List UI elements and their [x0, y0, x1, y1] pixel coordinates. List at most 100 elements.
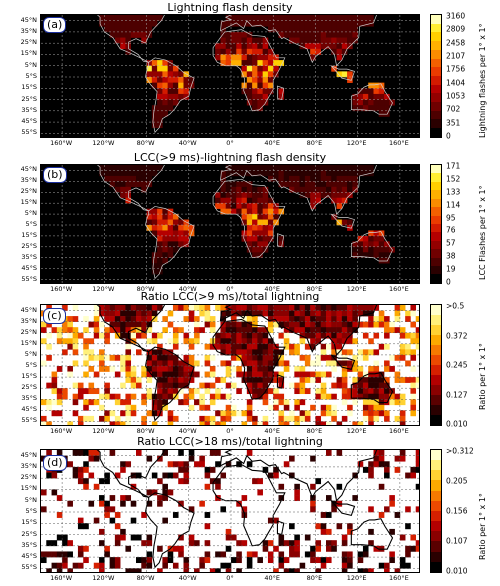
data-cell: [336, 48, 343, 55]
data-cell: [151, 77, 158, 83]
data-cell: [172, 338, 179, 345]
data-cell: [252, 338, 258, 345]
data-cell: [146, 214, 153, 220]
data-cell: [357, 371, 364, 378]
data-cell: [320, 388, 327, 395]
data-cell: [315, 393, 322, 400]
data-cell: [257, 332, 263, 339]
data-cell: [326, 540, 332, 547]
data-cell: [114, 316, 121, 322]
data-cell: [67, 371, 73, 378]
data-cell: [278, 20, 285, 27]
data-cell: [304, 305, 311, 311]
data-cell: [267, 305, 274, 311]
data-cell: [120, 399, 126, 406]
lat-tick-label: 15°N: [20, 198, 37, 207]
data-cell: [125, 170, 132, 177]
data-cell: [294, 170, 300, 177]
data-cell: [114, 31, 121, 38]
data-cell: [304, 371, 311, 378]
data-cell: [209, 382, 216, 389]
data-cell: [262, 327, 269, 334]
data-cell: [225, 54, 232, 61]
data-cell: [357, 354, 364, 361]
data-cell: [104, 551, 110, 558]
data-cell: [136, 382, 142, 389]
data-cell: [146, 360, 153, 367]
data-cell: [378, 450, 385, 456]
data-cell: [220, 197, 227, 204]
data-cell: [178, 82, 184, 89]
data-cell: [289, 349, 295, 356]
data-cell: [273, 404, 279, 411]
data-cell: [326, 310, 332, 317]
data-cell: [331, 43, 337, 50]
data-cell: [72, 316, 79, 322]
data-cell: [310, 197, 316, 204]
data-cell: [315, 26, 322, 33]
data-cell: [162, 371, 168, 378]
data-cell: [336, 310, 343, 317]
data-cell: [72, 327, 79, 334]
data-cell: [246, 371, 253, 378]
data-cell: [99, 562, 105, 569]
data-cell: [373, 410, 380, 417]
data-cell: [273, 393, 279, 400]
data-cell: [88, 455, 95, 462]
data-cell: [231, 20, 237, 27]
lat-tick-label: 55°S: [21, 274, 37, 283]
data-cell: [88, 366, 95, 372]
data-cell: [125, 415, 132, 422]
data-cell: [104, 354, 110, 361]
data-cell: [114, 175, 121, 182]
lon-tick-label: 40°E: [264, 427, 281, 435]
data-cell: [273, 60, 279, 67]
data-cell: [125, 495, 132, 502]
data-cell: [336, 43, 343, 50]
data-cell: [362, 568, 369, 572]
data-cell: [236, 388, 242, 395]
data-cell: [378, 110, 385, 117]
data-cell: [157, 246, 163, 253]
data-cell: [384, 388, 390, 395]
data-cell: [141, 540, 147, 547]
data-cell: [304, 37, 311, 44]
data-cell: [209, 371, 216, 378]
data-cell: [384, 410, 390, 417]
data-cell: [62, 557, 68, 564]
data-cell: [283, 26, 290, 33]
data-cell: [257, 327, 263, 334]
data-cell: [320, 310, 327, 317]
data-cell: [109, 410, 116, 417]
data-cell: [83, 338, 89, 345]
data-cell: [262, 466, 269, 473]
data-cell: [394, 377, 401, 383]
data-cell: [399, 455, 406, 462]
lon-tick-label: 40°W: [178, 427, 197, 435]
data-cell: [141, 332, 147, 339]
data-cell: [172, 77, 179, 83]
data-cell: [294, 534, 300, 541]
data-cell: [93, 455, 100, 462]
data-cell: [357, 15, 364, 21]
data-cell: [320, 37, 327, 44]
data-cell: [299, 410, 306, 417]
data-cell: [209, 415, 216, 422]
data-cell: [225, 208, 232, 215]
data-cell: [352, 252, 358, 259]
data-cell: [336, 321, 343, 328]
data-cell: [236, 186, 242, 193]
data-cell: [331, 170, 337, 177]
lon-tick-label: 160°W: [50, 427, 73, 435]
data-cell: [384, 382, 390, 389]
data-cell: [56, 399, 63, 406]
data-cell: [220, 48, 227, 55]
data-cell: [294, 343, 300, 350]
data-cell: [246, 165, 253, 171]
data-cell: [326, 31, 332, 38]
data-cell: [262, 545, 269, 552]
data-cell: [331, 186, 337, 193]
data-cell: [304, 360, 311, 367]
data-cell: [231, 382, 237, 389]
data-cell: [257, 60, 263, 67]
